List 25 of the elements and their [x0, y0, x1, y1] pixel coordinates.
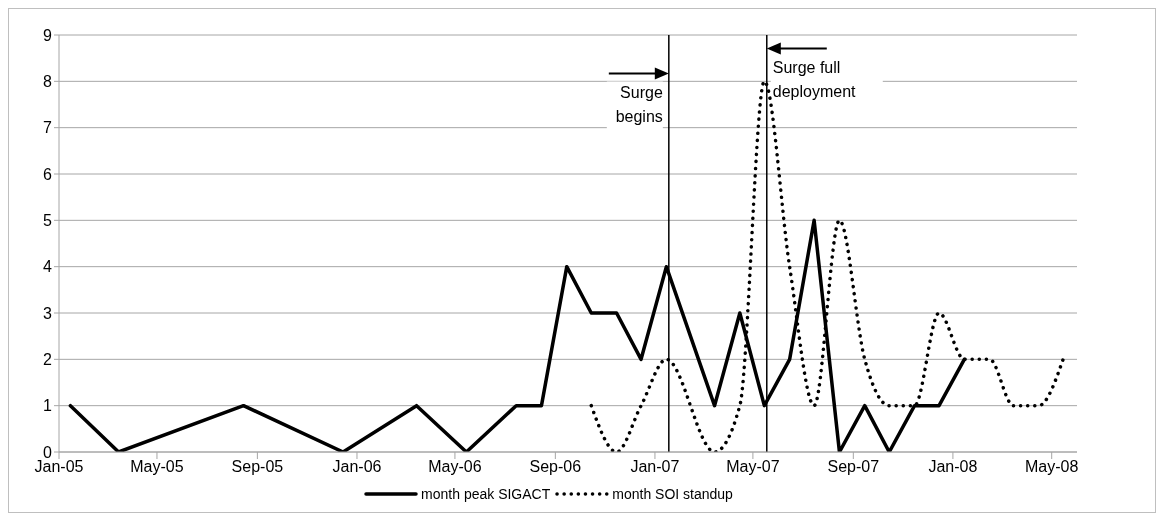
y-tick-label: 8 [43, 73, 53, 91]
x-tick-label: Sep-05 [231, 458, 284, 476]
x-tick-label: May-05 [130, 458, 184, 476]
x-tick-label: Jan-06 [332, 458, 382, 476]
ref-line-label: Surge full deployment [772, 58, 857, 100]
y-tick-label: 9 [43, 26, 53, 44]
legend-label: month SOI standup [612, 486, 733, 502]
ref-line-label: Surge begins [615, 83, 663, 125]
x-tick-label: Jan-07 [630, 458, 680, 476]
y-tick-label: 7 [43, 119, 53, 137]
x-tick-label: Sep-07 [827, 458, 880, 476]
x-tick-label: May-08 [1025, 458, 1079, 476]
x-tick-label: Jan-08 [928, 458, 978, 476]
x-tick-label: May-06 [428, 458, 482, 476]
y-tick-label: 4 [43, 258, 53, 276]
y-tick-label: 0 [43, 443, 53, 461]
y-tick-label: 2 [43, 351, 53, 369]
y-tick-label: 1 [43, 397, 53, 415]
legend-label: month peak SIGACT [421, 486, 551, 502]
y-tick-label: 6 [43, 165, 53, 183]
y-tick-label: 3 [43, 304, 53, 322]
x-tick-label: Jan-05 [34, 458, 84, 476]
y-tick-label: 5 [43, 212, 53, 230]
x-tick-label: May-07 [726, 458, 780, 476]
x-tick-label: Sep-06 [529, 458, 582, 476]
